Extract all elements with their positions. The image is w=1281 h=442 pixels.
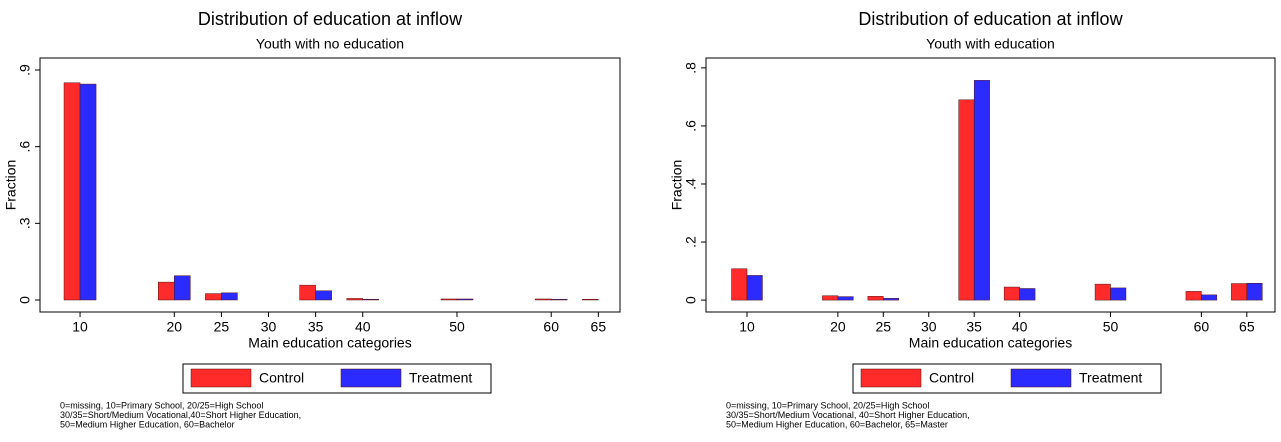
footnote: 50=Medium Higher Education, 60=Bachelor	[60, 419, 235, 429]
legend-swatch	[1010, 368, 1072, 388]
x-tick-label: 35	[308, 319, 324, 335]
bar	[1003, 286, 1020, 301]
x-axis-label: Main education categories	[909, 335, 1072, 351]
bar	[299, 284, 316, 301]
bar	[205, 293, 222, 301]
x-tick-label: 30	[261, 319, 277, 335]
legend-label: Treatment	[1079, 370, 1142, 386]
legend-swatch	[340, 368, 402, 388]
y-tick-label: 0	[17, 296, 33, 304]
bar	[315, 290, 332, 301]
bar	[456, 298, 474, 301]
bar	[79, 83, 97, 301]
x-tick-label: 20	[830, 319, 846, 335]
chart-subtitle: Youth with education	[926, 36, 1055, 52]
chart-title: Distribution of education at inflow	[198, 9, 463, 29]
bar	[440, 298, 458, 301]
x-tick-label: 50	[1103, 319, 1119, 335]
bar	[822, 295, 839, 301]
y-axis-label: Fraction	[3, 160, 19, 211]
bar	[582, 298, 599, 301]
plot-frame	[705, 57, 1276, 313]
bar	[867, 296, 884, 301]
x-tick-label: 65	[1239, 319, 1255, 335]
x-tick-label: 10	[739, 319, 755, 335]
x-tick-label: 30	[921, 319, 937, 335]
bar	[958, 99, 975, 301]
bar	[63, 82, 81, 301]
y-tick-label: .6	[683, 120, 699, 132]
bar	[534, 298, 552, 301]
bar	[346, 298, 363, 301]
y-axis-label: Fraction	[669, 160, 685, 211]
bar	[221, 292, 238, 301]
x-tick-label: 20	[166, 319, 182, 335]
footnote: 30/35=Short/Medium Vocational, 40=Short …	[726, 410, 970, 420]
bar	[883, 298, 900, 301]
legend-label: Control	[259, 370, 304, 386]
x-tick-label: 65	[591, 319, 607, 335]
x-tick-label: 35	[966, 319, 982, 335]
footnote: 0=missing, 10=Primary School, 20/25=High…	[726, 400, 929, 410]
y-tick-label: .9	[17, 64, 33, 76]
x-tick-label: 50	[449, 319, 465, 335]
y-tick-label: .8	[683, 62, 699, 74]
bar	[1110, 287, 1127, 301]
bar	[158, 281, 175, 301]
bar	[1094, 283, 1111, 301]
x-tick-label: 40	[1012, 319, 1028, 335]
bar	[1231, 283, 1248, 301]
x-tick-label: 60	[1194, 319, 1210, 335]
y-tick-label: .3	[17, 217, 33, 229]
bar	[550, 298, 568, 301]
y-tick-label: 0	[683, 296, 699, 304]
bar	[731, 268, 748, 301]
x-tick-label: 25	[214, 319, 230, 335]
legend-label: Control	[929, 370, 974, 386]
footnote: 0=missing, 10=Primary School, 20/25=High…	[60, 400, 263, 410]
x-tick-label: 60	[543, 319, 559, 335]
x-tick-label: 10	[72, 319, 88, 335]
y-tick-label: .4	[683, 178, 699, 190]
bar	[1185, 291, 1202, 301]
footnote: 50=Medium Higher Education, 60=Bachelor,…	[726, 419, 948, 429]
x-axis-label: Main education categories	[248, 335, 411, 351]
legend-label: Treatment	[409, 370, 472, 386]
bar	[362, 298, 380, 301]
chart-subtitle: Youth with no education	[256, 36, 404, 52]
chart-title: Distribution of education at inflow	[858, 9, 1123, 29]
bar	[837, 296, 854, 301]
y-tick-label: .6	[17, 141, 33, 153]
bar	[1246, 283, 1263, 301]
x-tick-label: 40	[355, 319, 371, 335]
bar	[1201, 294, 1218, 301]
footnote: 30/35=Short/Medium Vocational,40=Short H…	[60, 410, 301, 420]
legend-swatch	[190, 368, 252, 388]
legend-swatch	[860, 368, 922, 388]
x-tick-label: 25	[876, 319, 892, 335]
y-tick-label: .2	[683, 236, 699, 248]
bar	[1019, 288, 1036, 301]
plot-frame	[39, 57, 621, 313]
bar	[174, 275, 191, 301]
bar	[973, 80, 990, 301]
bar	[746, 275, 763, 301]
